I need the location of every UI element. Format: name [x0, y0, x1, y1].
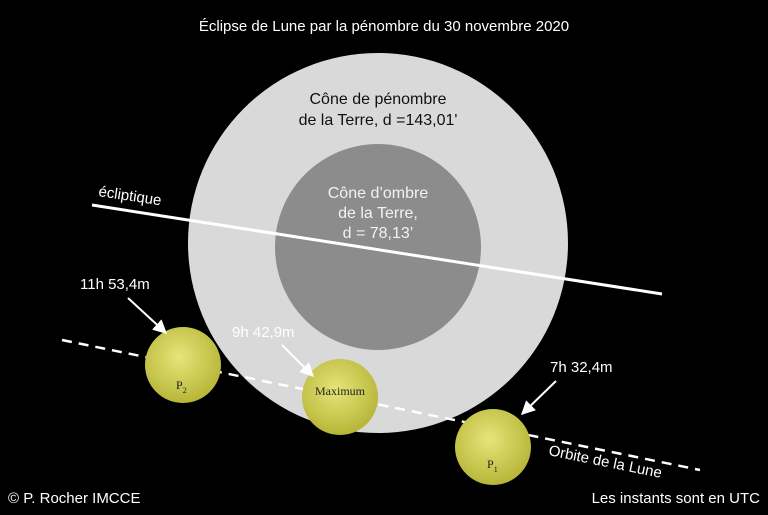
moon-label: P2	[176, 378, 187, 395]
moon	[145, 327, 221, 403]
time-label: 7h 32,4m	[550, 359, 613, 376]
time-label: 11h 53,4m	[80, 276, 150, 293]
ecliptic-line	[91, 203, 663, 296]
arrow	[127, 297, 168, 334]
moon-label: Maximum	[315, 384, 366, 398]
arrow	[520, 380, 557, 415]
moon	[455, 409, 531, 485]
umbra-label: d = 78,13’	[343, 225, 414, 242]
moon	[302, 359, 378, 435]
title: Éclipse de Lune par la pénombre du 30 no…	[199, 18, 569, 35]
umbra-label: Cône d’ombre	[328, 185, 429, 202]
moon-label: P1	[487, 457, 498, 474]
penumbra-label: de la Terre, d =143,01'	[299, 112, 458, 129]
credit: © P. Rocher IMCCE	[8, 490, 140, 507]
arrow	[281, 344, 314, 377]
penumbra-label: Cône de pénombre	[310, 91, 447, 108]
umbra-label: de la Terre,	[338, 205, 418, 222]
note: Les instants sont en UTC	[592, 490, 761, 507]
umbra	[275, 144, 481, 350]
time-label: 9h 42,9m	[232, 324, 295, 341]
